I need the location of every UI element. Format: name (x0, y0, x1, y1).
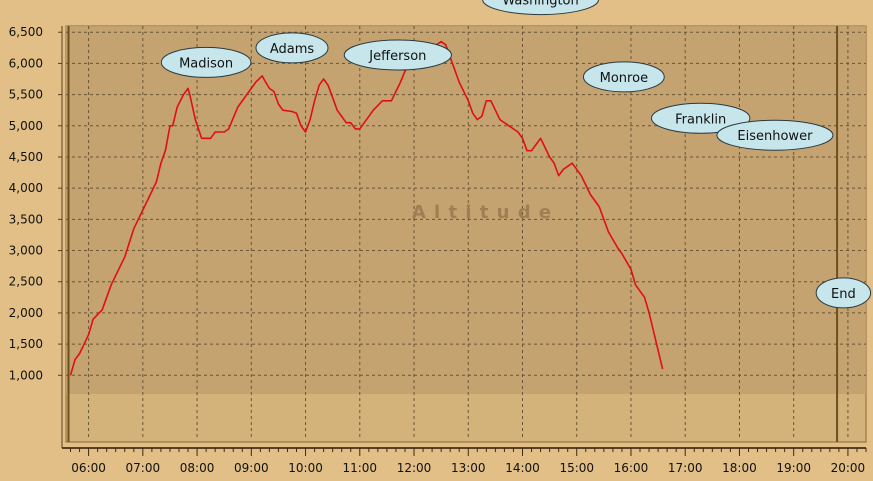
x-tick-label: 06:00 (71, 461, 106, 475)
annotation-bubble: Monroe (582, 61, 665, 93)
x-tick-label: 15:00 (559, 461, 594, 475)
x-tick-label: 11:00 (342, 461, 377, 475)
x-tick-label: 17:00 (668, 461, 703, 475)
annotation-bubble: Adams (255, 32, 329, 64)
annotation-label: Adams (270, 42, 315, 57)
annotation-ellipse (160, 46, 252, 78)
annotation-ellipse (482, 0, 600, 16)
y-tick-label: 5,000 (9, 119, 43, 133)
x-tick-label: 20:00 (831, 461, 866, 475)
y-axis-ticks: 1,000 1,500 2,000 2,500 3,000 3,500 4,000 4,500… (9, 25, 62, 382)
annotation-bubble: Franklin (650, 102, 751, 134)
x-tick-label: 10:00 (288, 461, 323, 475)
annotation-label: Franklin (675, 112, 726, 127)
annotation-label: Monroe (600, 71, 648, 86)
y-tick-label: 3,000 (9, 244, 43, 258)
annotation-ellipse (716, 119, 834, 151)
plot-shaded-band (66, 26, 866, 394)
y-tick-label: 3,500 (9, 212, 43, 226)
annotation-label: End (831, 287, 856, 302)
annotation-bubble: Washington (482, 0, 600, 16)
x-tick-label: 19:00 (776, 461, 811, 475)
y-tick-label: 2,500 (9, 275, 43, 289)
x-tick-label: 08:00 (180, 461, 215, 475)
x-axis-ticks: 06:00 07:00 08:00 09:00 10:00 11:00 12:00 13:00… (70, 448, 867, 475)
annotation-label: Washington (502, 0, 578, 9)
annotation-ellipse (343, 39, 452, 71)
annotation-label: Madison (179, 56, 233, 71)
x-tick-label: 16:00 (614, 461, 649, 475)
y-tick-label: 6,500 (9, 25, 43, 39)
x-tick-label: 07:00 (126, 461, 161, 475)
annotation-bubble: Jefferson (343, 39, 452, 71)
x-tick-label: 09:00 (234, 461, 269, 475)
annotation-ellipse (582, 61, 665, 93)
altitude-line (69, 40, 664, 376)
y-tick-label: 1,000 (9, 368, 43, 382)
annotation-label: Jefferson (368, 49, 426, 64)
y-tick-label: 4,000 (9, 181, 43, 195)
annotation-bubble: End (815, 277, 872, 309)
x-tick-label: 18:00 (722, 461, 757, 475)
annotation-bubble: Madison (160, 46, 252, 78)
y-tick-label: 2,000 (9, 306, 43, 320)
annotation-ellipse (255, 32, 329, 64)
y-tick-label: 4,500 (9, 150, 43, 164)
x-tick-label: 13:00 (451, 461, 486, 475)
gridlines (66, 26, 866, 442)
series-group (69, 40, 664, 376)
annotation-label: Eisenhower (737, 129, 813, 144)
y-tick-label: 6,000 (9, 56, 43, 70)
annotation-ellipse (815, 277, 872, 309)
annotation-group: Madison Adams Jefferson Washington Monroe Fra… (160, 0, 872, 309)
x-tick-label: 12:00 (397, 461, 432, 475)
annotation-ellipse (650, 102, 751, 134)
y-tick-label: 1,500 (9, 337, 43, 351)
watermark-text: A l t i t u d e (412, 202, 552, 223)
x-tick-label: 14:00 (505, 461, 540, 475)
y-tick-label: 5,500 (9, 88, 43, 102)
annotation-bubble: Eisenhower (716, 119, 834, 151)
